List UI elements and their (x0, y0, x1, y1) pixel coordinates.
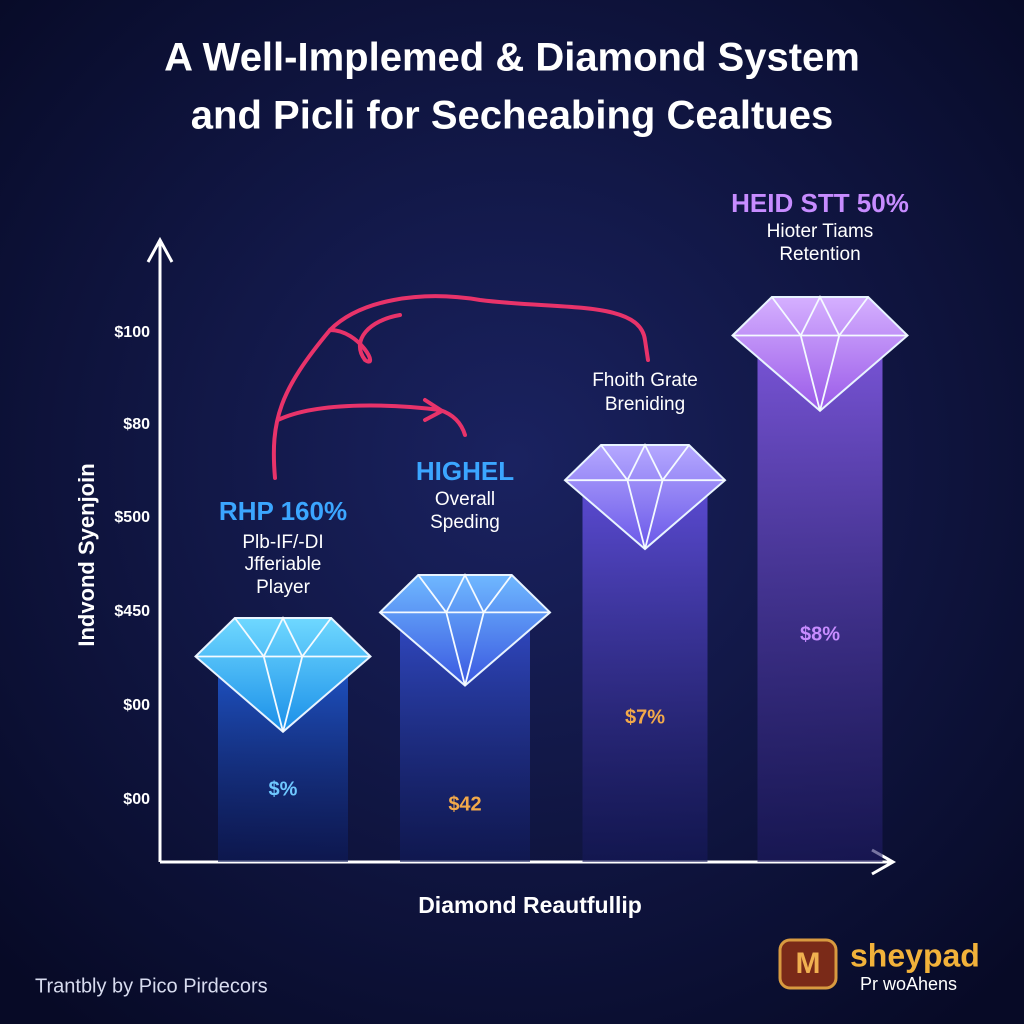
logo-tagline: Pr woAhens (860, 974, 957, 994)
column-text: Breniding (605, 394, 685, 415)
column-value-label: $42 (448, 793, 481, 815)
column-text: Speding (430, 512, 500, 533)
column-value-label: $7% (625, 706, 665, 728)
diamond-facets (732, 294, 908, 411)
y-tick-label: $450 (114, 603, 150, 620)
column-heading: HEID STT 50% (731, 188, 909, 218)
diamond-facets (380, 572, 550, 686)
title-line: A Well-Implemed & Diamond System (164, 36, 860, 80)
y-tick-label: $500 (114, 509, 150, 526)
column-text: Plb-IF/-DI (242, 532, 323, 553)
y-tick-label: $100 (114, 324, 150, 341)
column-bar (582, 490, 708, 862)
logo-icon (778, 938, 838, 990)
column-text: Jfferiable (245, 554, 322, 575)
diamond-facets (195, 615, 371, 732)
diamond (378, 574, 552, 687)
y-tick-label: $80 (123, 416, 150, 433)
x-axis-label: Diamond Reautfullip (418, 892, 642, 918)
column-value-label: $% (269, 778, 298, 800)
column-text: Retention (779, 244, 860, 265)
column-text: Overall (435, 489, 495, 510)
column-text: Player (256, 577, 311, 598)
title-line: and Picli for Secheabing Cealtues (191, 94, 833, 138)
diamond (563, 444, 727, 551)
diamond-facets (565, 442, 725, 550)
diamond (194, 617, 372, 734)
logo: M sheypad Pr woAhens (778, 937, 980, 994)
footer: Trantbly by Pico Pirdecors (35, 975, 268, 997)
logo-glyph: M (796, 947, 821, 980)
column-heading: HIGHEL (416, 456, 514, 486)
column-text: Fhoith Grate (592, 370, 698, 391)
logo-name: sheypad (850, 937, 980, 973)
flow-arrow (271, 294, 650, 480)
column-text: Hioter Tiams (767, 221, 874, 242)
diamond (731, 296, 909, 413)
y-tick-label: $00 (123, 791, 150, 808)
column-heading: RHP 160% (219, 496, 347, 526)
column-value-label: $8% (800, 623, 840, 645)
y-axis-label: Indvond Syenjoin (74, 463, 99, 646)
column-bar (757, 340, 883, 862)
y-tick-label: $00 (123, 697, 150, 714)
